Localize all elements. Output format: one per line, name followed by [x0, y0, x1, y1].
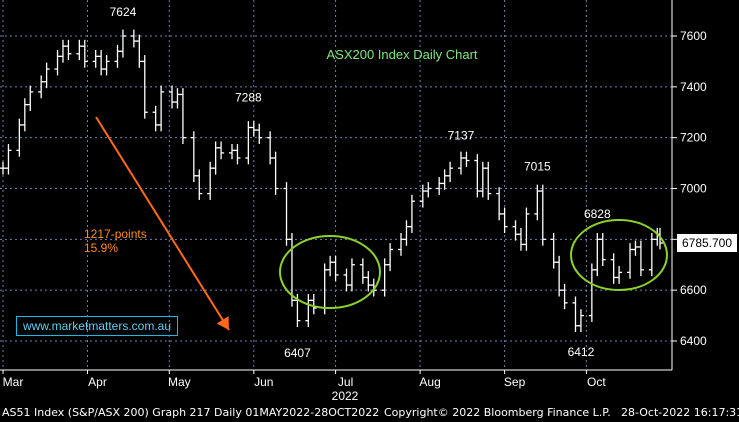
axis-layer: 6400660068007000720074007600MarAprMayJun…: [0, 0, 707, 389]
brand-watermark: www.marketmatters.com.au: [16, 316, 178, 336]
peak-label: 7137: [448, 129, 475, 143]
x-tick-label: Apr: [88, 375, 107, 389]
y-tick-label: 7000: [680, 182, 707, 196]
decline-arrow: [95, 116, 230, 331]
year-label: 2022: [332, 389, 359, 403]
footer-security-info: AS51 Index (S&P/ASX 200) Graph 217 Daily…: [2, 406, 380, 419]
peak-label: 7288: [235, 90, 262, 104]
consolidation-circle: [570, 219, 668, 291]
chart-title: ASX200 Index Daily Chart: [326, 47, 477, 62]
peak-label: 7624: [110, 5, 137, 19]
peak-label: 6828: [584, 207, 611, 221]
x-tick-label: Oct: [587, 375, 606, 389]
y-tick-label: 6400: [680, 334, 707, 348]
y-tick-label: 7600: [680, 29, 707, 43]
x-tick-label: Jun: [254, 375, 273, 389]
footer-copyright: Copyright© 2022 Bloomberg Finance L.P.: [384, 406, 611, 419]
status-bar: AS51 Index (S&P/ASX 200) Graph 217 Daily…: [0, 404, 739, 422]
x-tick-label: Sep: [504, 375, 526, 389]
y-tick-label: 7400: [680, 80, 707, 94]
y-tick-label: 6600: [680, 283, 707, 297]
trough-label: 6412: [568, 345, 595, 359]
decline-percent-label: 15.9%: [84, 241, 118, 255]
y-tick-label: 7200: [680, 131, 707, 145]
annotations-layer: 7624 7288 7137 7015 6828 6407 6412: [95, 5, 668, 360]
x-tick-label: May: [168, 375, 191, 389]
trough-label: 6407: [284, 346, 311, 360]
x-tick-label: Jul: [338, 375, 353, 389]
consolidation-circle: [279, 235, 381, 309]
footer-timestamp: 28-Oct-2022 16:17:31: [621, 406, 739, 419]
decline-arrowhead: [216, 316, 229, 330]
x-tick-label: Mar: [3, 375, 24, 389]
decline-points-label: 1217-points: [84, 227, 147, 241]
last-value-badge: 6785.700: [677, 234, 737, 252]
peak-label: 7015: [524, 160, 551, 174]
x-tick-label: Aug: [419, 375, 440, 389]
grid-layer: [0, 0, 672, 370]
